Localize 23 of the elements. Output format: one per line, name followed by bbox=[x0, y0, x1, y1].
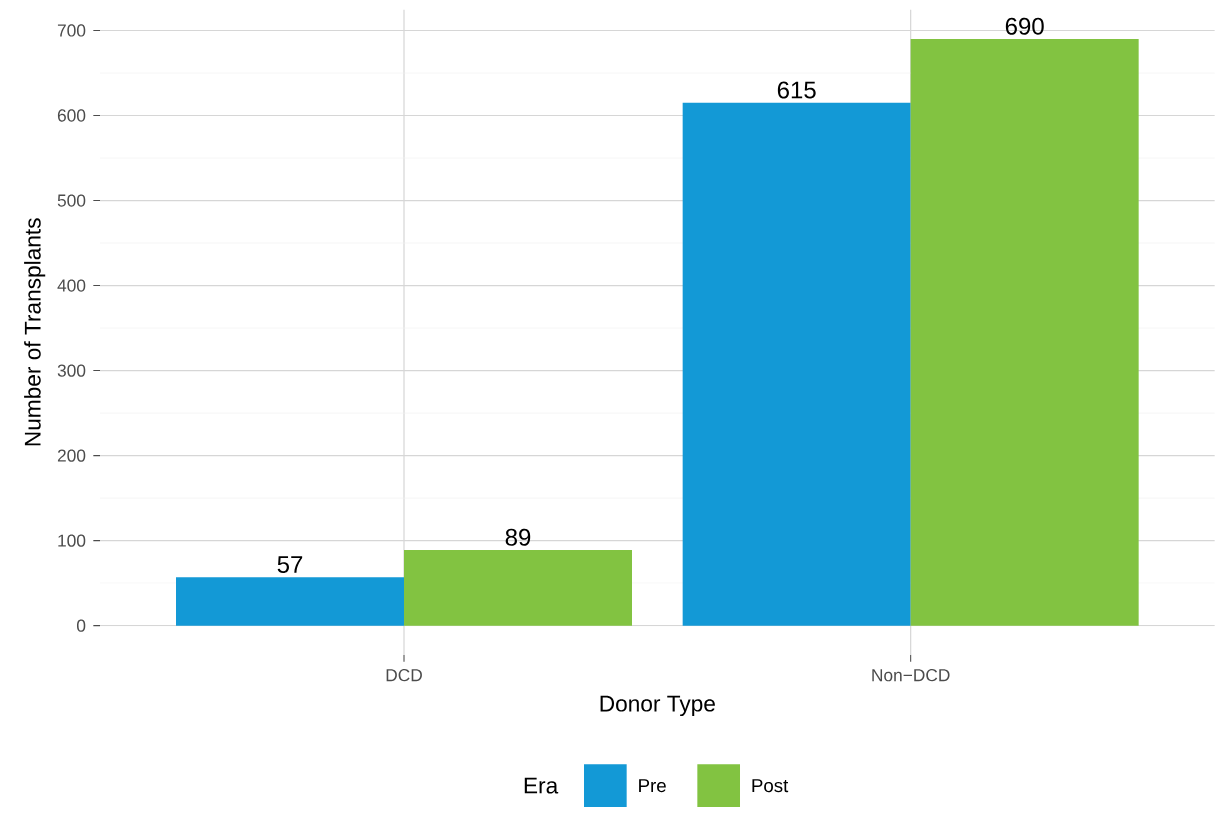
y-tick-label: 400 bbox=[57, 279, 86, 292]
y-axis-title: Number of Transplants bbox=[24, 218, 46, 446]
bar bbox=[176, 577, 404, 626]
data-label: 89 bbox=[505, 528, 531, 546]
data-label: 615 bbox=[777, 81, 816, 99]
y-tick-label: 100 bbox=[58, 534, 86, 547]
y-tick-label: 600 bbox=[57, 109, 86, 122]
bar bbox=[404, 549, 632, 626]
x-tick-label: Non−DCD bbox=[872, 669, 950, 682]
legend-label: Pre bbox=[639, 779, 666, 793]
x-axis-title: Donor Type bbox=[600, 695, 715, 717]
x-tick-label: DCD bbox=[386, 669, 422, 682]
y-tick-label: 300 bbox=[57, 364, 86, 377]
y-tick-label: 500 bbox=[57, 194, 86, 207]
y-tick-label: 200 bbox=[57, 449, 86, 462]
legend-title: Era bbox=[524, 777, 559, 794]
bar bbox=[910, 38, 1139, 626]
data-label: 690 bbox=[1005, 17, 1044, 35]
data-label: 57 bbox=[277, 556, 303, 573]
y-tick-label: 700 bbox=[57, 24, 86, 37]
legend-label: Post bbox=[752, 779, 789, 793]
bar bbox=[682, 102, 911, 626]
y-tick-label: 0 bbox=[76, 619, 86, 632]
